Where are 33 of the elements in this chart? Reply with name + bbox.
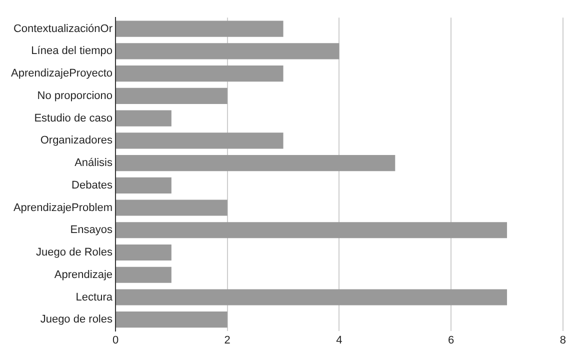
y-tick-label: Debates — [72, 179, 113, 192]
x-tick-label: 0 — [112, 334, 119, 346]
bar — [116, 266, 172, 283]
bar — [116, 244, 172, 261]
bar — [116, 132, 284, 149]
bar — [116, 43, 340, 60]
bar — [116, 88, 228, 104]
bar — [116, 20, 284, 37]
bar — [116, 312, 228, 328]
y-tick-label: Organizadores — [40, 134, 113, 147]
y-tick-label: No proporciono — [37, 90, 113, 102]
bar — [116, 65, 284, 82]
bar — [116, 222, 508, 238]
y-tick-label: Estudio de caso — [34, 112, 113, 124]
bar — [116, 110, 172, 126]
y-tick-label: Juego de Roles — [36, 246, 113, 259]
x-tick-label: 2 — [224, 334, 230, 346]
y-tick-label: Análisis — [74, 157, 113, 170]
y-tick-label: ContextualizaciónOr — [13, 22, 113, 35]
x-tick-label: 4 — [336, 334, 342, 346]
bar — [116, 177, 172, 194]
bar — [116, 200, 228, 216]
bar — [116, 154, 396, 172]
y-tick-label: Lectura — [76, 291, 114, 304]
y-tick-label: AprendizajeProyecto — [10, 68, 113, 80]
y-tick-label: Línea del tiempo — [31, 45, 113, 58]
y-tick-label: Ensayos — [70, 224, 113, 236]
y-tick-label: AprendizajeProblem — [13, 202, 113, 214]
y-tick-label: Juego de roles — [40, 314, 113, 326]
y-tick-label: Aprendizaje — [54, 268, 113, 281]
x-tick-label: 6 — [448, 334, 454, 346]
bar — [116, 289, 508, 306]
x-tick-label: 8 — [560, 334, 566, 346]
